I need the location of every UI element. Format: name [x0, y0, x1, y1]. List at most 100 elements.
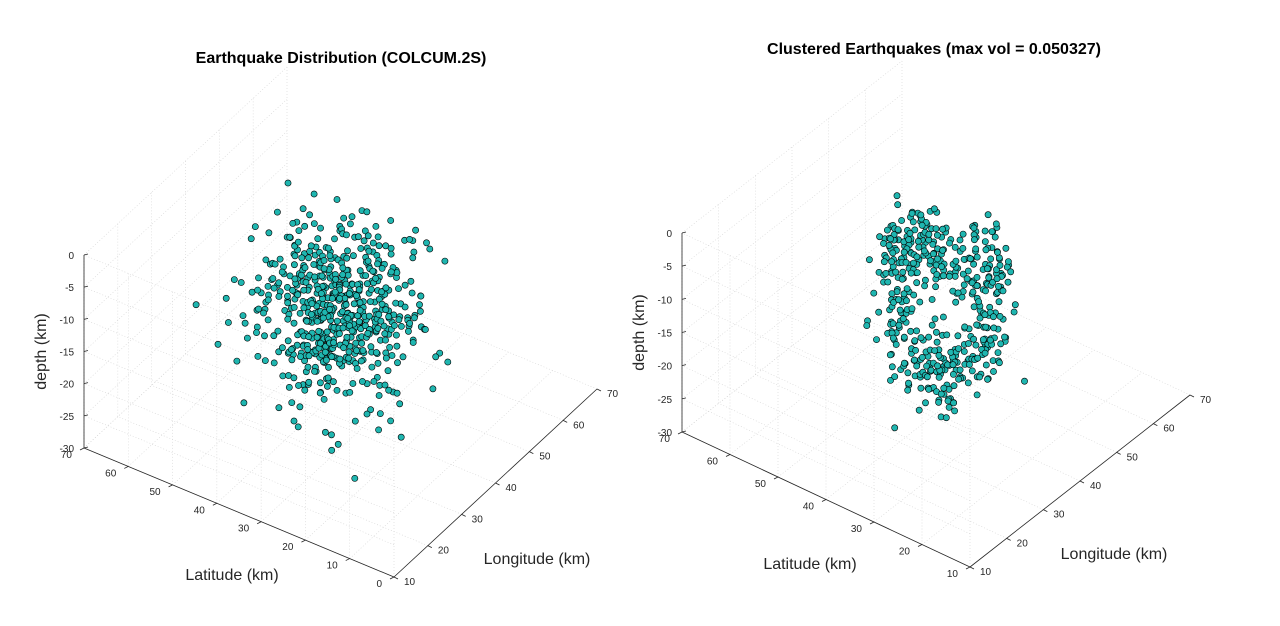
earthquake-point	[991, 233, 999, 241]
chart-title: Earthquake Distribution (COLCUM.2S)	[196, 50, 487, 67]
earthquake-point	[303, 317, 311, 325]
z-tick-label: -20	[658, 362, 673, 373]
earthquake-point	[907, 327, 914, 335]
earthquake-point	[214, 340, 222, 348]
earthquake-point	[320, 257, 328, 264]
earthquake-point	[441, 257, 449, 265]
x-tick-label: 50	[539, 452, 551, 463]
earthquake-point	[979, 336, 987, 343]
earthquake-point	[382, 284, 390, 292]
earthquake-point	[900, 290, 908, 298]
earthquake-point	[943, 331, 951, 339]
earthquake-point	[865, 256, 873, 264]
earthquake-point	[421, 326, 429, 333]
earthquake-point	[995, 359, 1003, 367]
earthquake-point	[410, 248, 418, 256]
earthquake-point	[970, 224, 978, 232]
earthquake-point	[900, 359, 908, 367]
earthquake-point	[364, 257, 372, 265]
earthquake-point	[925, 230, 933, 238]
z-axis-label: depth (km)	[631, 294, 648, 370]
earthquake-point	[970, 303, 978, 311]
earthquake-point	[409, 339, 417, 346]
earthquake-point	[192, 301, 200, 309]
earthquake-point	[395, 316, 403, 324]
earthquake-point	[370, 378, 378, 385]
earthquake-point	[981, 238, 989, 245]
earthquake-point	[970, 236, 978, 244]
earthquake-point	[955, 345, 962, 352]
earthquake-point	[297, 271, 305, 279]
earthquake-point	[260, 309, 267, 317]
earthquake-point	[299, 205, 307, 213]
earthquake-point	[888, 363, 896, 371]
earthquake-point	[348, 327, 356, 335]
earthquake-point	[286, 272, 294, 280]
earthquake-point	[973, 321, 980, 329]
earthquake-point	[944, 397, 952, 405]
earthquake-point	[932, 283, 939, 291]
earthquake-point	[880, 240, 887, 247]
earthquake-point	[290, 417, 298, 425]
earthquake-point	[239, 312, 247, 319]
earthquake-point	[340, 214, 348, 222]
earthquake-point	[393, 342, 401, 350]
earthquake-point	[932, 225, 940, 232]
earthquake-point	[986, 336, 994, 344]
y-tick-label: 50	[149, 487, 161, 498]
earthquake-point	[990, 324, 998, 332]
earthquake-point	[406, 319, 414, 327]
earthquake-point	[289, 219, 297, 227]
y-tick-label: 20	[899, 547, 911, 558]
x-tick-label: 30	[1053, 510, 1065, 521]
earthquake-point	[328, 446, 336, 454]
earthquake-point	[388, 352, 396, 359]
earthquake-point	[915, 243, 923, 251]
earthquake-point	[925, 333, 932, 341]
earthquake-point	[951, 407, 958, 415]
earthquake-point	[987, 255, 995, 263]
z-tick-label: -30	[658, 428, 673, 439]
earthquake-point	[302, 278, 310, 286]
earthquake-point	[288, 356, 296, 364]
earthquake-point	[432, 353, 440, 361]
earthquake-point	[905, 379, 912, 387]
x-axis-label: Longitude (km)	[1061, 546, 1168, 563]
earthquake-point	[923, 362, 930, 370]
earthquake-point	[875, 308, 883, 316]
earthquake-point	[908, 305, 916, 312]
x-tick-label: 60	[1163, 424, 1175, 435]
x-tick-label: 30	[472, 514, 484, 525]
earthquake-point	[915, 406, 923, 414]
earthquake-point	[889, 320, 897, 327]
earthquake-point	[951, 272, 959, 280]
earthquake-point	[917, 334, 925, 342]
earthquake-point	[365, 247, 373, 255]
earthquake-point	[304, 346, 312, 353]
earthquake-point	[929, 250, 937, 258]
earthquake-point	[343, 254, 351, 262]
earthquake-point	[375, 242, 383, 250]
earthquake-point	[946, 239, 953, 247]
earthquake-point	[363, 410, 371, 418]
z-tick-label: -5	[663, 262, 672, 273]
earthquake-point	[894, 226, 902, 233]
earthquake-point	[892, 341, 900, 348]
earthquake-point	[305, 378, 313, 386]
earthquake-point	[933, 231, 941, 239]
earthquake-point	[922, 399, 929, 407]
chart-panel-left: Earthquake Distribution (COLCUM.2S) 10 20…	[33, 50, 619, 590]
earthquake-point	[315, 327, 323, 335]
earthquake-point	[321, 348, 329, 356]
earthquake-point	[996, 312, 1004, 320]
earthquake-point	[407, 277, 415, 285]
earthquake-point	[928, 321, 936, 329]
earthquake-point	[350, 300, 358, 308]
earthquake-point	[291, 275, 299, 283]
earthquake-point	[995, 298, 1003, 306]
earthquake-point	[928, 296, 936, 303]
earthquake-point	[284, 292, 291, 300]
earthquake-point	[364, 329, 372, 337]
earthquake-point	[410, 314, 418, 322]
earthquake-point	[898, 275, 906, 283]
